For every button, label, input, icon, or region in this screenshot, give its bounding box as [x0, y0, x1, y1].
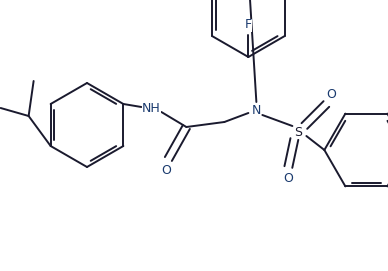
Text: F: F: [245, 18, 252, 31]
Text: O: O: [326, 88, 336, 101]
Text: N: N: [252, 104, 261, 117]
Text: O: O: [161, 164, 171, 178]
Text: S: S: [294, 125, 302, 138]
Text: O: O: [284, 173, 293, 186]
Text: NH: NH: [142, 102, 161, 115]
